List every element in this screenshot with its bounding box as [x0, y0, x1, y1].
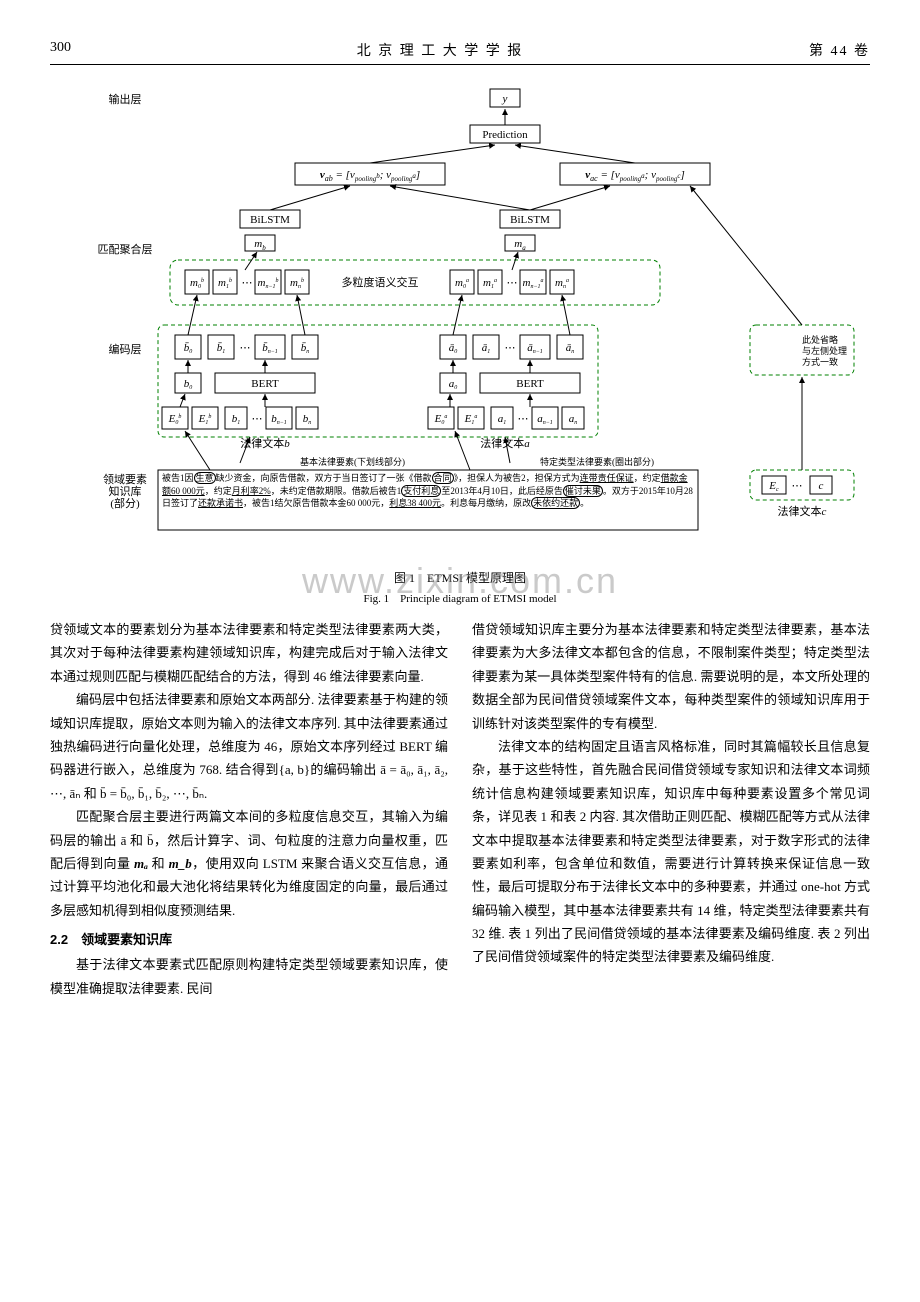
svg-text:BERT: BERT	[516, 378, 544, 390]
left-p3: 匹配聚合层主要进行两篇文本间的多粒度信息交互，其输入为编码层的输出 ā 和 b̄…	[50, 805, 448, 922]
svg-text:⋯: ⋯	[792, 480, 803, 492]
svg-text:特定类型法律要素(圈出部分): 特定类型法律要素(圈出部分)	[540, 456, 654, 467]
left-p1: 贷领域文本的要素划分为基本法律要素和特定类型法律要素两大类，其次对于每种法律要素…	[50, 618, 448, 688]
svg-text:⋯: ⋯	[240, 342, 251, 354]
volume: 第 44 卷	[809, 40, 870, 60]
right-p1: 借贷领域知识库主要分为基本法律要素和特定类型法律要素，基本法律要素为大多法律文本…	[472, 618, 870, 735]
model-diagram-svg: 输出层 匹配聚合层 编码层 领域要素知识库(部分) y Prediction v…	[50, 85, 870, 565]
match-layer-label: 匹配聚合层	[98, 242, 153, 256]
svg-text:多粒度语义交互: 多粒度语义交互	[342, 275, 419, 289]
figure-1: 输出层 匹配聚合层 编码层 领域要素知识库(部分) y Prediction v…	[50, 85, 870, 606]
svg-text:BiLSTM: BiLSTM	[510, 214, 550, 226]
svg-text:⋯: ⋯	[242, 277, 253, 289]
output-layer-label: 输出层	[109, 92, 142, 106]
svg-text:Prediction: Prediction	[482, 129, 528, 141]
figure-caption-en: Fig. 1 Principle diagram of ETMSI model	[50, 590, 870, 606]
body-columns: 贷领域文本的要素划分为基本法律要素和特定类型法律要素两大类，其次对于每种法律要素…	[50, 618, 870, 1000]
svg-text:基本法律要素(下划线部分): 基本法律要素(下划线部分)	[300, 456, 405, 467]
figure-caption-cn: 图 1 ETMSI 模型原理图	[50, 569, 870, 586]
encode-layer-label: 编码层	[109, 342, 142, 356]
svg-text:y: y	[502, 93, 508, 105]
svg-text:c: c	[819, 480, 824, 492]
svg-text:BERT: BERT	[251, 378, 279, 390]
page-header: 300 北 京 理 工 大 学 学 报 第 44 卷	[50, 40, 870, 65]
right-column: 借贷领域知识库主要分为基本法律要素和特定类型法律要素，基本法律要素为大多法律文本…	[472, 618, 870, 1000]
svg-text:此处省略与左侧处理方式一致: 此处省略与左侧处理方式一致	[802, 334, 847, 367]
svg-text:⋯: ⋯	[505, 342, 516, 354]
left-p2: 编码层中包括法律要素和原始文本两部分. 法律要素基于构建的领域知识库提取，原始文…	[50, 688, 448, 805]
svg-text:法律文本c: 法律文本c	[778, 504, 827, 518]
kb-layer-label: 领域要素知识库(部分)	[103, 473, 147, 510]
right-p2: 法律文本的结构固定且语言风格标准，同时其篇幅较长且信息复杂，基于这些特性，首先融…	[472, 735, 870, 969]
left-p4: 基于法律文本要素式匹配原则构建特定类型领域要素知识库，使模型准确提取法律要素. …	[50, 953, 448, 1000]
page-number: 300	[50, 40, 71, 60]
svg-text:⋯: ⋯	[518, 413, 529, 425]
journal-title: 北 京 理 工 大 学 学 报	[357, 40, 524, 60]
svg-text:⋯: ⋯	[252, 413, 263, 425]
left-column: 贷领域文本的要素划分为基本法律要素和特定类型法律要素两大类，其次对于每种法律要素…	[50, 618, 448, 1000]
section-2-2-heading: 2.2 领域要素知识库	[50, 928, 448, 951]
svg-text:BiLSTM: BiLSTM	[250, 214, 290, 226]
svg-text:⋯: ⋯	[507, 277, 518, 289]
